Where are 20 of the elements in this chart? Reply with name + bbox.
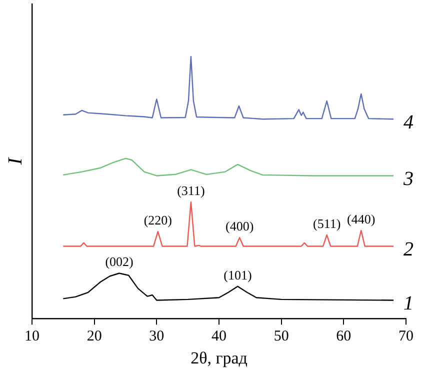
x-axis-title: 2θ, град — [190, 348, 248, 368]
annotation: (101) — [224, 267, 252, 282]
x-tick-label: 10 — [24, 328, 40, 345]
annotation: (511) — [312, 216, 341, 231]
annotation: (002) — [105, 254, 134, 270]
annotation: (311) — [177, 182, 205, 198]
series-label: 3 — [402, 168, 414, 190]
series-label: 1 — [404, 292, 414, 314]
series-label: 2 — [404, 238, 414, 260]
x-tick-label: 60 — [336, 328, 352, 345]
x-tick-label: 30 — [149, 328, 164, 345]
x-tick-label: 70 — [398, 328, 414, 345]
x-tick-label: 50 — [274, 328, 289, 345]
annotation: (440) — [347, 211, 376, 226]
annotation: (220) — [144, 212, 172, 228]
y-axis-title: I — [4, 156, 26, 166]
series-label: 4 — [404, 111, 414, 134]
annotation: (400) — [225, 218, 254, 234]
x-tick-label: 40 — [212, 328, 226, 345]
x-tick-label: 20 — [86, 328, 102, 345]
